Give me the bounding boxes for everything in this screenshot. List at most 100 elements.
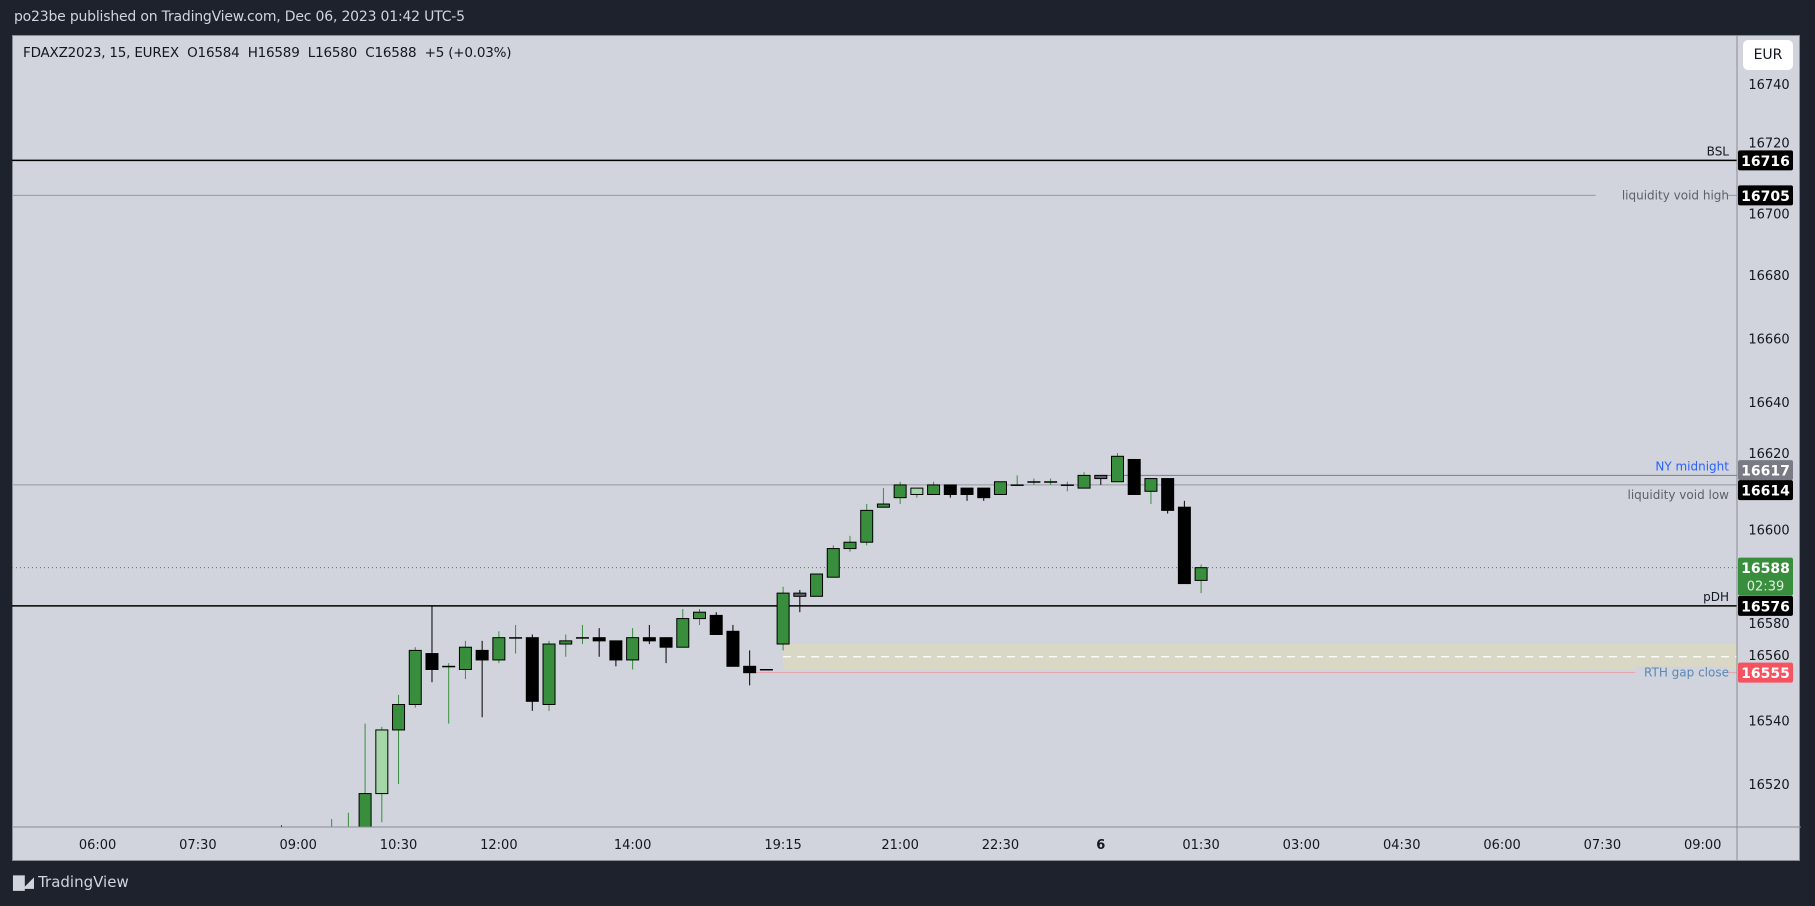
candle[interactable] [860,504,874,546]
rth-gap-close-label: RTH gap close [1644,666,1729,680]
candle-body [575,637,589,639]
candle[interactable] [1127,458,1141,495]
candle[interactable] [759,668,773,671]
candle[interactable] [910,487,924,498]
candle[interactable] [1194,564,1208,594]
candle[interactable] [592,628,606,657]
tradingview-logo-icon: ▇◢ [13,873,34,891]
time-tick-label: 06:00 [1483,838,1520,853]
candle[interactable] [326,819,338,857]
publish-info: po23be published on TradingView.com, Dec… [14,9,465,25]
pdh-price-tag [1738,595,1793,616]
candle[interactable] [492,631,506,664]
candle[interactable] [709,612,723,635]
candle[interactable] [810,573,824,597]
candle[interactable] [425,605,439,683]
candle-body [492,637,506,661]
candle-body [1177,506,1191,585]
time-tick-label: 21:00 [881,838,918,853]
price-tick-label: 16560 [1748,649,1789,664]
candle[interactable] [893,481,907,505]
price-tick-label: 16700 [1748,207,1789,222]
candle[interactable] [642,624,656,645]
candle-body [893,484,907,499]
candle-body [709,614,723,635]
price-tick-label: 16620 [1748,447,1789,462]
candle[interactable] [693,609,706,625]
candle[interactable] [1177,500,1191,585]
candle-body [559,640,573,645]
candle[interactable] [375,726,389,823]
candle[interactable] [676,609,690,648]
candle[interactable] [960,487,974,501]
candle[interactable] [525,634,539,711]
plot-area[interactable] [12,159,1737,863]
candle[interactable] [843,535,857,552]
bsl-price-tag [1738,150,1793,171]
candle[interactable] [1094,474,1108,485]
candle[interactable] [1111,453,1124,483]
candle-body [326,832,338,848]
legend-open: O16584 [187,45,240,61]
liquidity-void-low-price-value: 16614 [1741,484,1790,500]
candle[interactable] [475,640,489,718]
candle-body [425,653,439,670]
candle-body [726,630,740,667]
candle[interactable] [1027,478,1041,485]
candle[interactable] [1077,472,1091,489]
time-tick-label: 09:00 [1684,838,1721,853]
time-tick-label: 10:30 [380,838,417,853]
candle-body [626,637,640,661]
candle-body [876,503,890,508]
currency-button[interactable]: EUR [1743,40,1793,70]
candle[interactable] [726,624,740,667]
candle-body [509,637,523,639]
price-tick-label: 16580 [1748,617,1789,632]
candle[interactable] [776,586,790,651]
candle[interactable] [1044,478,1058,485]
candle[interactable] [977,487,991,501]
candle[interactable] [358,723,372,839]
candle[interactable] [509,624,523,654]
candle[interactable] [793,589,807,613]
candle[interactable] [1161,478,1175,514]
candle[interactable] [876,488,890,508]
candle[interactable] [1060,481,1074,492]
price-tick-label: 16600 [1748,523,1789,538]
candle[interactable] [458,640,472,680]
candle-body [1094,474,1108,480]
bsl-price-value: 16716 [1741,154,1790,170]
candle-body [927,484,941,495]
candle[interactable] [927,481,941,495]
candle[interactable] [575,624,589,645]
price-tick-label: 16540 [1748,714,1789,729]
liquidity-void-high-label: liquidity void high [1622,188,1729,202]
candle-body [1077,474,1091,489]
footer-brand[interactable]: ▇◢ TradingView [13,873,129,891]
candle-body [1111,455,1124,483]
candle[interactable] [943,484,957,498]
time-tick-label: 07:30 [179,838,216,853]
liquidity-void-high-label-bg [1595,189,1727,202]
candle[interactable] [542,640,556,711]
candle-body [392,703,406,731]
candle[interactable] [392,694,406,785]
candle[interactable] [993,481,1007,495]
candle-body [542,643,556,705]
chart-panel[interactable] [12,35,1800,861]
candle[interactable] [1010,475,1024,486]
candle-body [826,548,840,578]
symbol-legend: FDAXZ2023, 15, EUREX O16584 H16589 L1658… [23,45,512,61]
last-price-tag [1738,557,1793,596]
candle[interactable] [342,812,354,851]
candle[interactable] [626,628,640,670]
candle[interactable] [826,545,840,578]
candle[interactable] [559,634,573,657]
candle[interactable] [659,637,673,664]
candle[interactable] [442,663,456,724]
candle[interactable] [609,640,623,667]
candle[interactable] [1144,478,1158,505]
candle[interactable] [743,650,757,686]
candle[interactable] [408,647,422,708]
